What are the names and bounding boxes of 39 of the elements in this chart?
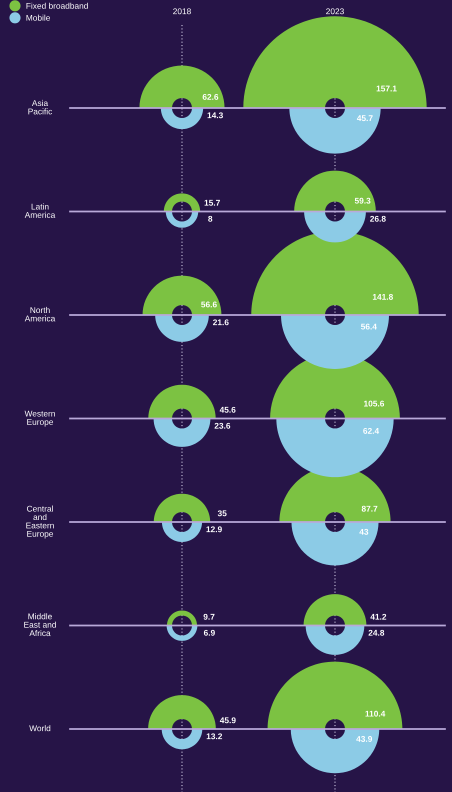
data-label: 35: [218, 510, 227, 516]
text: 2023: [326, 8, 344, 14]
data-label: 59.3: [354, 198, 370, 204]
data-label: 62.6: [202, 94, 218, 100]
data-label: 24.8: [368, 630, 384, 636]
data-label: 14.3: [208, 112, 223, 118]
data-label: 15.7: [204, 200, 220, 206]
data-label: 141.8: [372, 294, 393, 300]
data-label: 87.7: [362, 506, 378, 512]
data-label: 13.2: [206, 733, 222, 740]
legend-label: Fixed broadband: [26, 2, 88, 9]
data-label: 12.9: [206, 526, 222, 532]
data-label: 21.6: [213, 319, 229, 326]
category-label: Central and Eastern Europe: [26, 506, 54, 538]
data-label: 56.4: [360, 324, 377, 330]
category-label: Latin America: [24, 203, 56, 218]
category-label: Western Europe: [24, 410, 55, 427]
data-label: 45.7: [356, 115, 373, 122]
category-label: Asia Pacific: [28, 100, 52, 114]
data-label: 56.6: [201, 302, 217, 308]
data-label: 6.9: [204, 630, 215, 636]
data-label: 105.6: [364, 400, 384, 407]
data-label: 62.4: [363, 428, 380, 434]
category-label: World: [29, 725, 50, 732]
data-label: 8: [208, 216, 212, 222]
category-label: Middle East and Africa: [24, 613, 56, 636]
data-label: 45.6: [220, 406, 236, 413]
category-label: North America: [24, 306, 56, 322]
data-label: 26.8: [370, 216, 386, 222]
data-label: 41.2: [370, 614, 386, 620]
data-label: 43.9: [356, 736, 372, 742]
data-label: 23.6: [214, 422, 230, 429]
data-label: 43: [359, 528, 368, 535]
text: 2018: [173, 8, 191, 14]
data-label: 157.1: [376, 86, 397, 92]
data-label: 45.9: [220, 717, 236, 724]
data-label: 110.4: [365, 710, 386, 717]
legend-label: Mobile: [26, 14, 50, 21]
data-label: 9.7: [204, 614, 214, 620]
